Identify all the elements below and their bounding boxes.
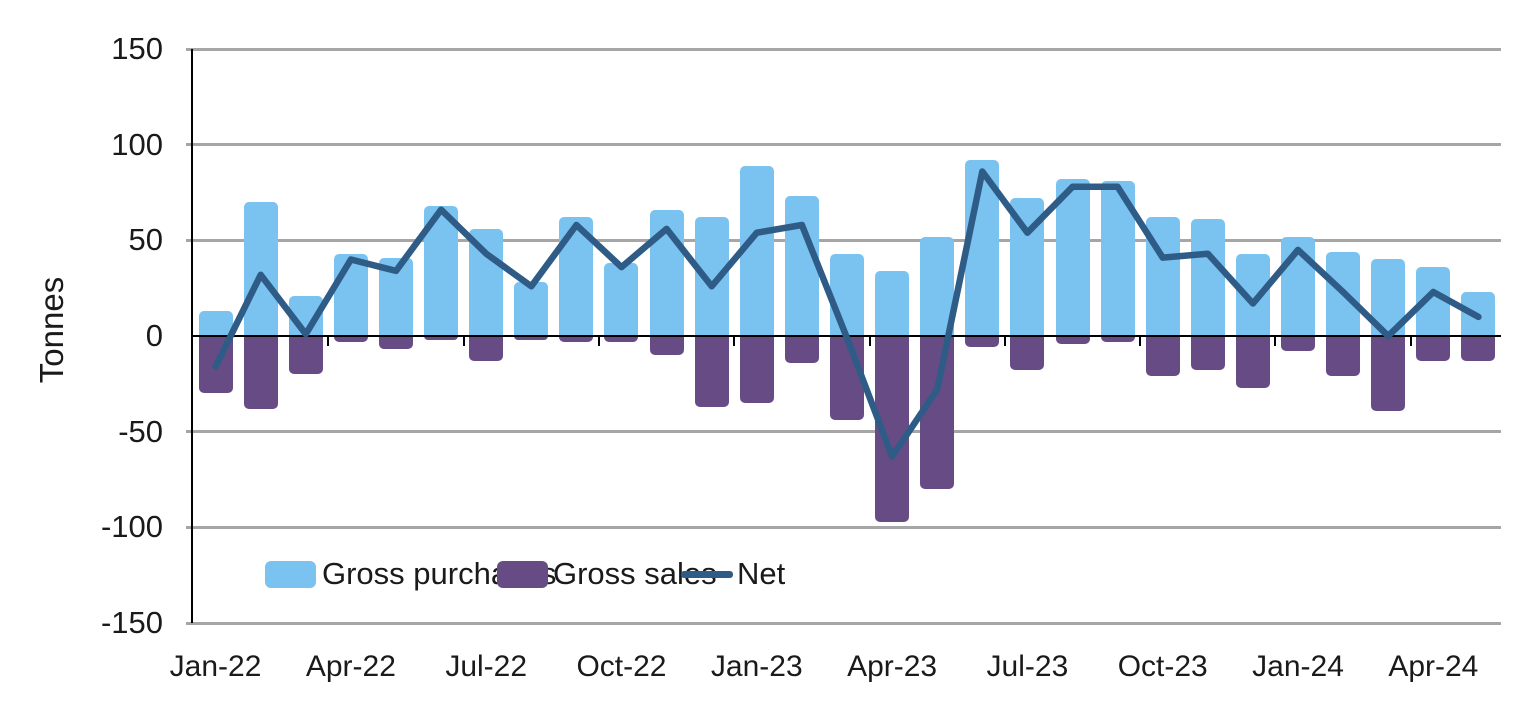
bar-gross-sales-Apr-22 [333, 336, 368, 342]
gridline--50 [193, 430, 1501, 434]
bar-gross-sales-Dec-23 [1235, 336, 1270, 388]
bar-gross-purchases-Mar-23 [830, 253, 864, 336]
x-tick-label-Jan-23: Jan-23 [710, 650, 803, 683]
x-tick-label-Apr-23: Apr-23 [847, 650, 938, 683]
bar-gross-purchases-Jan-22 [198, 311, 233, 336]
bar-gross-sales-Aug-23 [1055, 336, 1090, 344]
x-axis-quarter-tick-1 [327, 336, 330, 346]
bar-gross-sales-Aug-22 [514, 336, 549, 340]
bar-gross-sales-Jan-24 [1281, 336, 1316, 352]
bar-gross-sales-Sep-22 [559, 336, 594, 342]
bar-gross-sales-Jan-23 [739, 336, 774, 403]
bar-gross-sales-Oct-23 [1145, 336, 1180, 377]
bar-gross-sales-Feb-22 [243, 336, 278, 409]
x-axis-quarter-tick-9 [1409, 336, 1412, 346]
bar-gross-purchases-Apr-22 [333, 253, 368, 336]
x-tick-label-Apr-24: Apr-24 [1388, 650, 1479, 683]
bar-gross-sales-Feb-23 [784, 336, 819, 363]
bar-gross-sales-Sep-23 [1100, 336, 1135, 342]
gridline-50 [193, 238, 1501, 242]
x-axis-quarter-tick-8 [1274, 336, 1277, 346]
gridline--100 [193, 525, 1501, 529]
bar-gross-purchases-Aug-22 [514, 282, 549, 336]
bar-gross-sales-Mar-23 [830, 336, 864, 421]
y-tick-label--100: -100 [100, 509, 163, 545]
y-tick-label-150: 150 [111, 31, 163, 66]
bar-gross-purchases-Oct-22 [604, 263, 639, 336]
x-axis-quarter-tick-5 [868, 336, 871, 346]
bar-gross-purchases-Apr-23 [875, 270, 910, 336]
x-tick-label-Oct-22: Oct-22 [576, 650, 667, 683]
y-tick-mark-100 [186, 143, 193, 147]
bar-gross-purchases-Feb-23 [784, 196, 819, 336]
x-tick-label-Jan-22: Jan-22 [169, 650, 262, 683]
y-tick-mark--100 [186, 525, 193, 529]
bar-gross-sales-Nov-23 [1190, 336, 1225, 371]
legend-label-net: Net [737, 556, 786, 591]
y-tick-label-50: 50 [128, 222, 163, 258]
y-tick-label--50: -50 [118, 413, 163, 449]
bar-gross-sales-May-24 [1461, 336, 1496, 361]
bar-gross-purchases-Nov-23 [1190, 219, 1225, 336]
y-tick-mark-150 [186, 47, 193, 51]
plot-area [186, 47, 1501, 625]
bar-gross-sales-Feb-24 [1326, 336, 1361, 377]
bar-gross-sales-Apr-24 [1416, 336, 1451, 361]
bar-gross-sales-Mar-22 [288, 336, 323, 375]
y-tick-label-0: 0 [145, 318, 163, 353]
gridline-100 [193, 143, 1501, 147]
bar-gross-sales-Nov-22 [649, 336, 684, 356]
bar-gross-sales-Jul-23 [1010, 336, 1045, 371]
bar-gross-sales-Mar-24 [1371, 336, 1406, 411]
bar-gross-sales-Jun-22 [424, 336, 459, 340]
x-tick-label-Jan-24: Jan-24 [1252, 650, 1344, 683]
bar-gross-purchases-Aug-23 [1055, 179, 1090, 336]
y-tick-label-100: 100 [111, 126, 163, 162]
bar-gross-sales-Jul-22 [469, 336, 504, 361]
legend-swatch-net [681, 571, 733, 578]
x-tick-label-Jul-23: Jul-23 [986, 650, 1069, 683]
x-tick-label-Jul-22: Jul-22 [445, 650, 528, 683]
y-tick-mark--50 [186, 430, 193, 434]
bar-gross-sales-Oct-22 [604, 336, 639, 342]
y-tick-mark-50 [186, 238, 193, 242]
bar-gross-sales-Dec-22 [694, 336, 729, 407]
x-axis-quarter-tick-6 [1003, 336, 1006, 346]
x-axis-quarter-tick-2 [462, 336, 465, 346]
x-tick-label-Apr-22: Apr-22 [305, 650, 396, 683]
x-axis-quarter-tick-3 [597, 336, 600, 346]
x-axis-quarter-tick-7 [1139, 336, 1142, 346]
x-axis-quarter-tick-4 [733, 336, 736, 346]
y-tick-label--150: -150 [100, 605, 163, 640]
legend-swatch-gross-sales [497, 561, 548, 588]
bar-gross-purchases-Feb-22 [243, 202, 278, 336]
y-axis-spine [191, 49, 193, 623]
gridline-150 [193, 47, 1501, 51]
bar-gross-sales-May-23 [920, 336, 955, 490]
y-axis-title: Tonnes [33, 276, 70, 384]
bar-gross-sales-Jun-23 [965, 336, 1000, 348]
net-line [212, 168, 1482, 460]
y-tick-mark--150 [186, 621, 193, 625]
x-tick-label-Oct-23: Oct-23 [1117, 650, 1208, 683]
bar-gross-sales-May-22 [378, 336, 413, 350]
legend-swatch-gross-purchases [265, 561, 316, 588]
gridline--150 [193, 621, 1501, 625]
